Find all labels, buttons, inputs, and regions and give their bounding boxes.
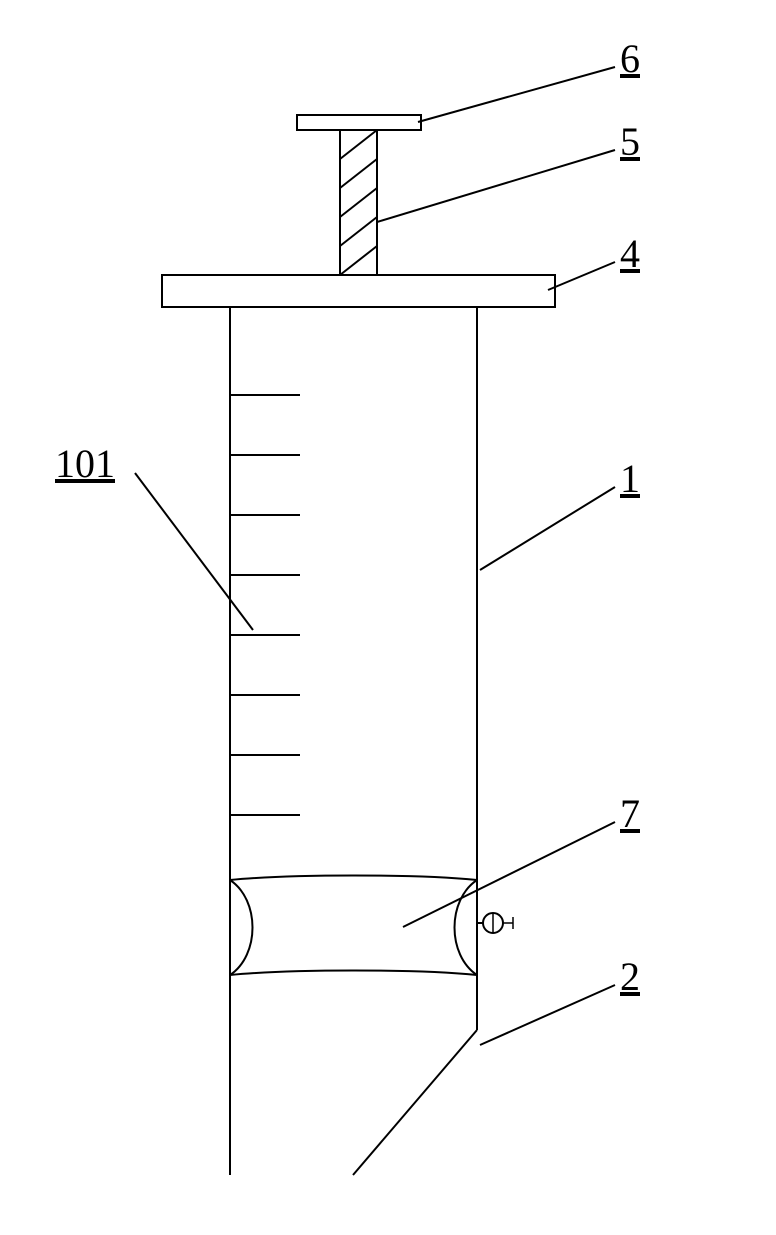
callout-label-7: 7: [620, 790, 640, 837]
callout-label-6: 6: [620, 35, 640, 82]
callout-label-2: 2: [620, 953, 640, 1000]
callout-label-4: 4: [620, 230, 640, 277]
callout-label-101: 101: [55, 440, 115, 487]
callout-label-5: 5: [620, 118, 640, 165]
callout-label-1: 1: [620, 455, 640, 502]
diagram-canvas: [0, 0, 776, 1235]
